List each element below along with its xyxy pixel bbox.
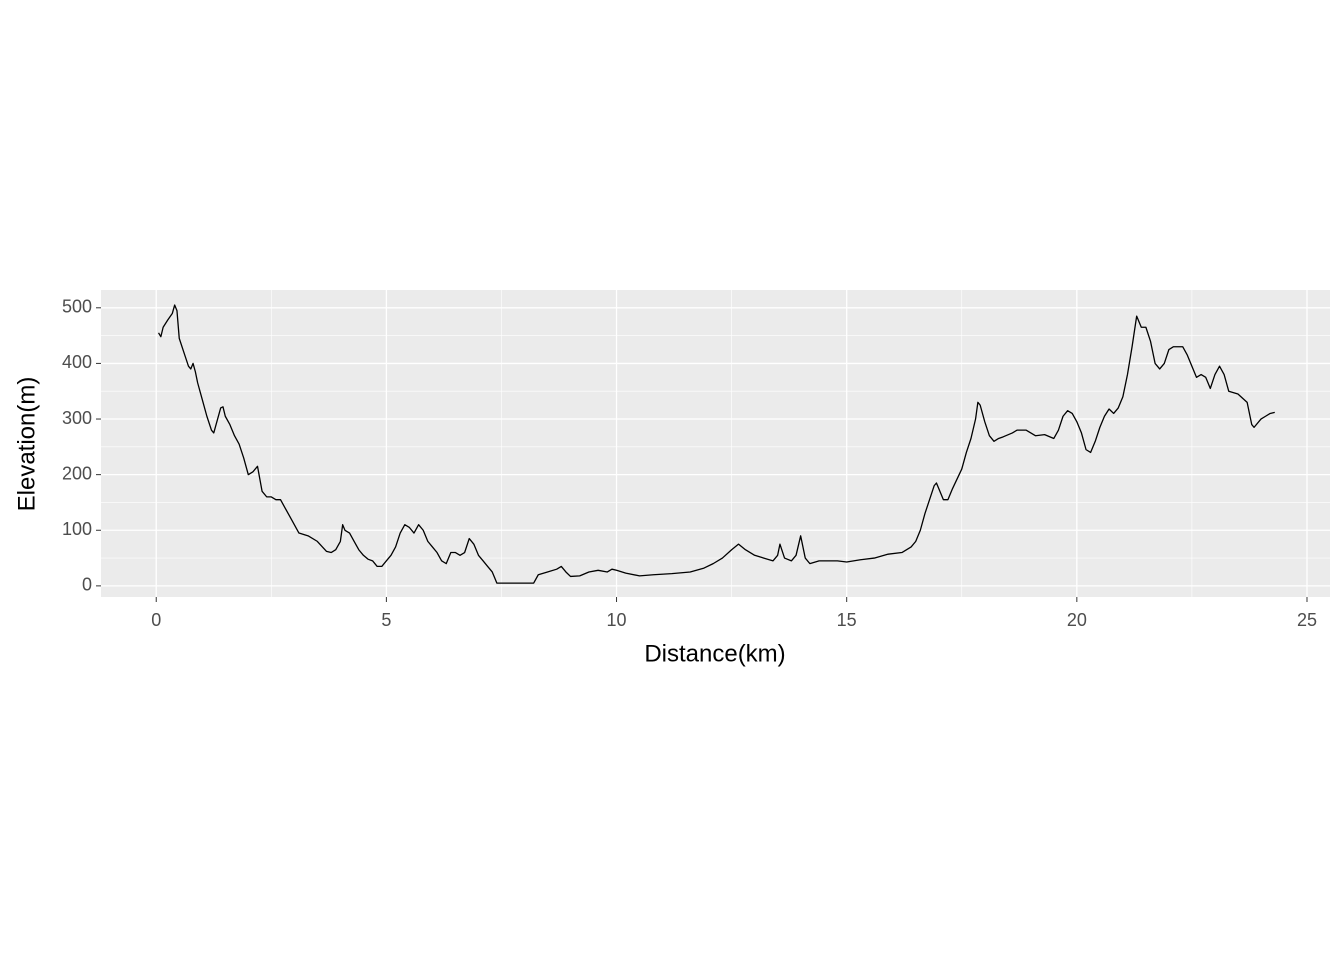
x-tick-label: 15 bbox=[837, 610, 857, 630]
y-tick-label: 400 bbox=[62, 352, 92, 372]
x-axis-title: Distance(km) bbox=[644, 640, 785, 667]
x-tick-label: 5 bbox=[381, 610, 391, 630]
x-tick-label: 0 bbox=[151, 610, 161, 630]
elevation-line bbox=[157, 304, 1275, 584]
y-tick-label: 100 bbox=[62, 519, 92, 539]
y-tick-label: 0 bbox=[82, 575, 92, 595]
y-tick-label: 200 bbox=[62, 463, 92, 483]
y-axis-title: Elevation(m) bbox=[13, 377, 40, 512]
panel bbox=[101, 290, 1330, 597]
x-tick-label: 20 bbox=[1067, 610, 1087, 630]
y-tick-label: 300 bbox=[62, 408, 92, 428]
x-tick-label: 25 bbox=[1297, 610, 1317, 630]
x-tick-label: 10 bbox=[607, 610, 627, 630]
y-tick-label: 500 bbox=[62, 297, 92, 317]
